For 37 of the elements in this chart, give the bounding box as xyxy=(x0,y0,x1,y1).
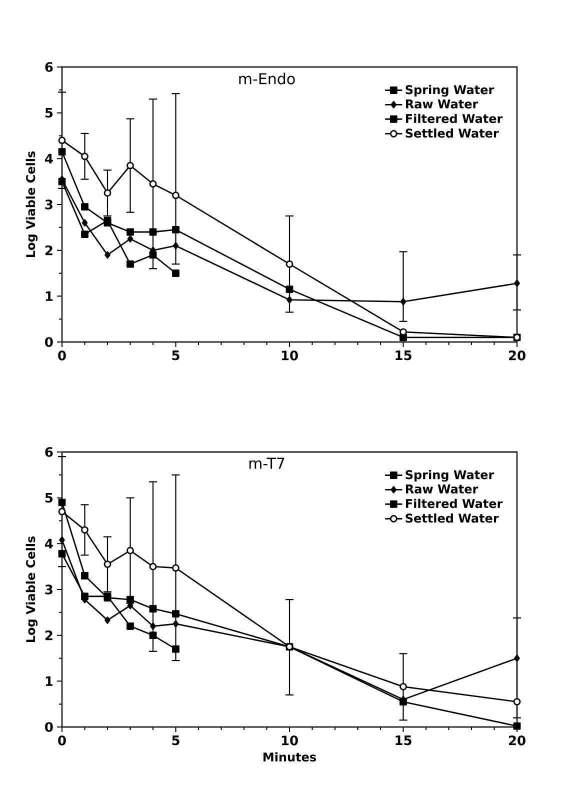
legend-label: Settled Water xyxy=(406,128,499,138)
y-tick-label: 3 xyxy=(45,584,52,594)
legend-label: Filtered Water xyxy=(406,114,503,124)
x-axis-title: Minutes xyxy=(264,752,316,762)
legend-label: Raw Water xyxy=(406,100,478,108)
legend-label: Spring Water xyxy=(406,84,494,97)
x-tick-label: 10 xyxy=(282,350,298,360)
y-tick-label: 0 xyxy=(45,722,53,732)
y-axis-title: Log Viable Cells xyxy=(26,536,38,642)
x-tick-label: 0 xyxy=(58,736,66,746)
legend-label: Filtered Water xyxy=(406,498,503,508)
x-tick-label: 15 xyxy=(396,736,412,746)
y-tick-label: 1 xyxy=(46,291,53,301)
x-tick-label: 5 xyxy=(172,736,180,746)
y-tick-label: 6 xyxy=(45,62,53,72)
x-tick-label: 20 xyxy=(508,736,526,746)
y-tick-label: 2 xyxy=(45,246,52,256)
legend-label: Raw Water xyxy=(406,484,478,494)
y-tick-label: 3 xyxy=(45,200,52,210)
y-tick-label: 1 xyxy=(46,676,53,686)
x-tick-label: 15 xyxy=(396,350,412,360)
chart-title: m-T7 xyxy=(249,458,284,469)
y-tick-label: 4 xyxy=(45,154,53,164)
y-tick-label: 5 xyxy=(45,493,53,503)
y-tick-label: 4 xyxy=(45,538,53,548)
x-tick-label: 5 xyxy=(172,350,180,360)
y-tick-label: 5 xyxy=(45,108,53,118)
y-tick-label: 0 xyxy=(45,337,53,347)
legend-label: Settled Water xyxy=(406,513,499,523)
y-tick-label: 6 xyxy=(45,447,53,457)
chart-title: m-Endo xyxy=(239,72,295,84)
x-tick-label: 10 xyxy=(282,736,298,746)
y-axis-title: Log Viable Cells xyxy=(26,151,38,258)
x-tick-label: 0 xyxy=(58,350,66,360)
y-tick-label: 2 xyxy=(45,630,52,640)
legend-label: Spring Water xyxy=(406,470,494,482)
x-tick-label: 20 xyxy=(508,350,526,360)
